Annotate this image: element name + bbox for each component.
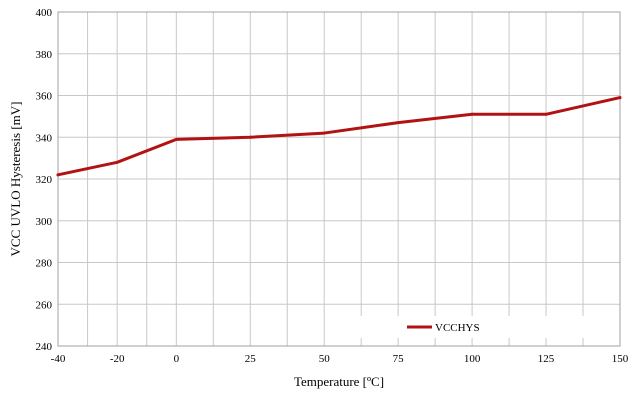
- data-point: [396, 121, 400, 125]
- y-axis-ticks: 240 260 280 300 320 340 360 380 400: [36, 7, 53, 353]
- y-tick-label: 400: [36, 7, 53, 19]
- data-point: [115, 160, 119, 164]
- x-tick-label: -20: [110, 353, 125, 365]
- legend-label-vcchys: VCCHYS: [435, 322, 480, 334]
- x-tick-label: 125: [538, 353, 555, 365]
- plot-area: [57, 11, 621, 347]
- x-axis-ticks: -40 -20 0 25 50 75 100 125 150: [51, 353, 629, 365]
- series-layer: [56, 96, 622, 177]
- y-tick-label: 380: [36, 49, 53, 61]
- y-tick-label: 240: [36, 341, 53, 353]
- data-point: [56, 173, 60, 177]
- x-tick-label: 100: [464, 353, 481, 365]
- y-tick-label: 300: [36, 216, 53, 228]
- y-axis-title: VCC UVLO Hysteresis [mV]: [8, 102, 23, 257]
- x-axis-title: Temperature [ºC]: [294, 374, 384, 389]
- y-tick-label: 280: [36, 258, 53, 270]
- data-point: [174, 137, 178, 141]
- grid: [58, 12, 620, 346]
- y-tick-label: 260: [36, 299, 53, 311]
- x-tick-label: 75: [393, 353, 405, 365]
- legend: VCCHYS: [340, 316, 615, 338]
- data-point: [470, 112, 474, 116]
- x-tick-label: 0: [174, 353, 180, 365]
- data-point: [248, 135, 252, 139]
- data-point: [618, 96, 622, 100]
- data-point: [544, 112, 548, 116]
- y-tick-label: 340: [36, 132, 53, 144]
- x-tick-label: 50: [319, 353, 331, 365]
- y-tick-label: 360: [36, 91, 53, 103]
- y-tick-label: 320: [36, 174, 53, 186]
- x-tick-label: -40: [51, 353, 66, 365]
- series-line-vcchys: [56, 96, 622, 177]
- legend-background: [340, 316, 615, 338]
- x-tick-label: 25: [245, 353, 257, 365]
- data-point: [322, 131, 326, 135]
- x-tick-label: 150: [612, 353, 629, 365]
